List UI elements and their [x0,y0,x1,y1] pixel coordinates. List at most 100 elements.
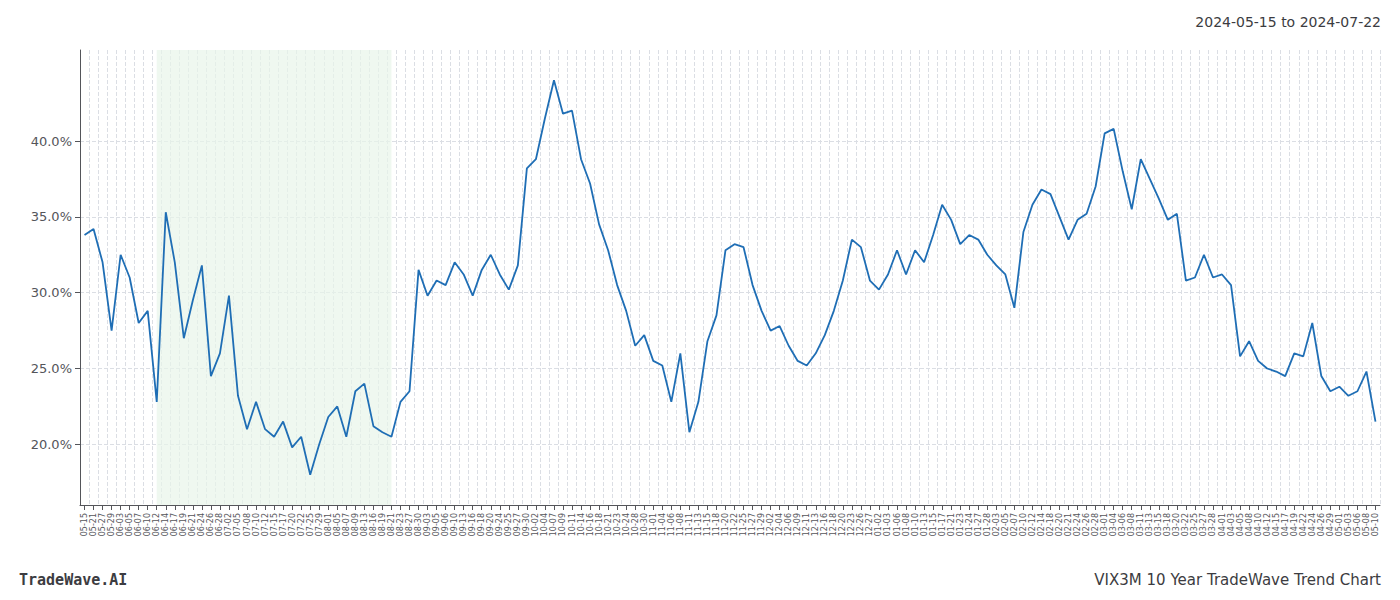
svg-text:TradeWave.AI: TradeWave.AI [19,571,127,589]
svg-text:09-06: 09-06 [441,513,450,536]
svg-text:02-18: 02-18 [1046,513,1055,536]
svg-text:04-15: 04-15 [1272,513,1281,536]
svg-text:11-01: 11-01 [649,513,658,536]
svg-text:08-13: 08-13 [360,513,369,536]
svg-text:09-16: 09-16 [468,513,477,536]
svg-text:04-19: 04-19 [1290,513,1299,536]
svg-text:06-14: 06-14 [161,513,170,536]
svg-text:03-15: 03-15 [1154,513,1163,536]
svg-text:03-11: 03-11 [1136,513,1145,536]
svg-text:2024-05-15 to 2024-07-22: 2024-05-15 to 2024-07-22 [1195,14,1381,30]
svg-text:04-24: 04-24 [1308,513,1317,536]
svg-text:09-27: 09-27 [513,513,522,536]
svg-text:01-02: 01-02 [874,513,883,536]
svg-text:11-22: 11-22 [730,513,739,536]
svg-text:08-21: 08-21 [387,513,396,536]
svg-text:10-07: 10-07 [549,513,558,536]
svg-text:04-12: 04-12 [1263,513,1272,536]
svg-text:01-21: 01-21 [947,513,956,536]
svg-text:01-06: 01-06 [893,513,902,536]
svg-text:07-10: 07-10 [252,513,261,536]
svg-text:08-05: 08-05 [333,513,342,536]
svg-text:10-24: 10-24 [622,513,631,536]
svg-text:02-21: 02-21 [1064,513,1073,536]
svg-text:20.0%: 20.0% [31,437,72,452]
svg-text:10-04: 10-04 [540,513,549,536]
svg-text:01-23: 01-23 [956,513,965,536]
svg-text:04-01: 04-01 [1218,513,1227,536]
svg-text:08-30: 08-30 [414,513,423,536]
svg-text:04-29: 04-29 [1326,513,1335,536]
svg-text:10-11: 10-11 [568,513,577,536]
svg-text:12-18: 12-18 [829,513,838,536]
svg-text:06-21: 06-21 [188,513,197,536]
svg-text:05-27: 05-27 [98,513,107,536]
svg-text:25.0%: 25.0% [31,361,72,376]
svg-text:03-22: 03-22 [1181,513,1190,536]
svg-text:02-26: 02-26 [1082,513,1091,536]
svg-text:06-05: 06-05 [125,513,134,536]
svg-text:02-07: 02-07 [1010,513,1019,536]
svg-text:01-03: 01-03 [883,513,892,536]
svg-text:04-10: 04-10 [1254,513,1263,536]
svg-text:05-01: 05-01 [1335,513,1344,536]
svg-text:01-24: 01-24 [965,513,974,536]
svg-text:06-10: 06-10 [143,513,152,536]
svg-text:11-27: 11-27 [748,513,757,536]
svg-text:11-15: 11-15 [703,513,712,536]
svg-text:08-27: 08-27 [405,513,414,536]
svg-text:12-26: 12-26 [856,513,865,536]
svg-text:10-02: 10-02 [531,513,540,536]
svg-text:11-29: 11-29 [757,513,766,536]
svg-text:11-11: 11-11 [685,513,694,536]
svg-text:09-03: 09-03 [423,513,432,536]
svg-text:07-17: 07-17 [279,513,288,536]
svg-text:07-12: 07-12 [261,513,270,536]
svg-text:10-28: 10-28 [631,513,640,536]
svg-text:12-02: 12-02 [766,513,775,536]
svg-text:09-25: 09-25 [504,513,513,536]
svg-text:03-20: 03-20 [1172,513,1181,536]
svg-text:07-05: 07-05 [233,513,242,536]
svg-text:07-25: 07-25 [306,513,315,536]
svg-text:02-05: 02-05 [1001,513,1010,536]
svg-text:12-20: 12-20 [838,513,847,536]
svg-text:10-09: 10-09 [558,513,567,536]
svg-text:40.0%: 40.0% [31,134,72,149]
svg-text:06-17: 06-17 [170,513,179,536]
svg-text:09-18: 09-18 [477,513,486,536]
svg-text:04-05: 04-05 [1236,513,1245,536]
svg-text:09-10: 09-10 [450,513,459,536]
svg-text:02-24: 02-24 [1073,513,1082,536]
svg-text:07-20: 07-20 [288,513,297,536]
svg-text:05-06: 05-06 [1353,513,1362,536]
svg-text:04-22: 04-22 [1299,513,1308,536]
svg-text:12-13: 12-13 [811,513,820,536]
svg-text:08-19: 08-19 [378,513,387,536]
svg-text:03-06: 03-06 [1118,513,1127,536]
svg-text:03-01: 03-01 [1100,513,1109,536]
svg-text:12-23: 12-23 [847,513,856,536]
svg-text:09-05: 09-05 [432,513,441,536]
svg-text:30.0%: 30.0% [31,285,72,300]
svg-text:11-13: 11-13 [694,513,703,536]
svg-text:05-29: 05-29 [107,513,116,536]
svg-text:06-26: 06-26 [206,513,215,536]
svg-text:12-27: 12-27 [865,513,874,536]
svg-text:08-16: 08-16 [369,513,378,536]
svg-text:09-30: 09-30 [522,513,531,536]
svg-text:07-29: 07-29 [315,513,324,536]
svg-text:03-27: 03-27 [1199,513,1208,536]
svg-text:01-10: 01-10 [911,513,920,536]
svg-text:VIX3M 10 Year TradeWave Trend: VIX3M 10 Year TradeWave Trend Chart [1094,571,1381,589]
svg-text:09-20: 09-20 [486,513,495,536]
svg-text:11-08: 11-08 [676,513,685,536]
svg-text:06-24: 06-24 [197,513,206,536]
svg-text:01-15: 01-15 [929,513,938,536]
svg-text:05-21: 05-21 [89,513,98,536]
svg-text:05-10: 05-10 [1371,513,1380,536]
svg-text:04-26: 04-26 [1317,513,1326,536]
svg-text:02-12: 02-12 [1028,513,1037,536]
svg-text:10-14: 10-14 [577,513,586,536]
svg-text:06-28: 06-28 [215,513,224,536]
